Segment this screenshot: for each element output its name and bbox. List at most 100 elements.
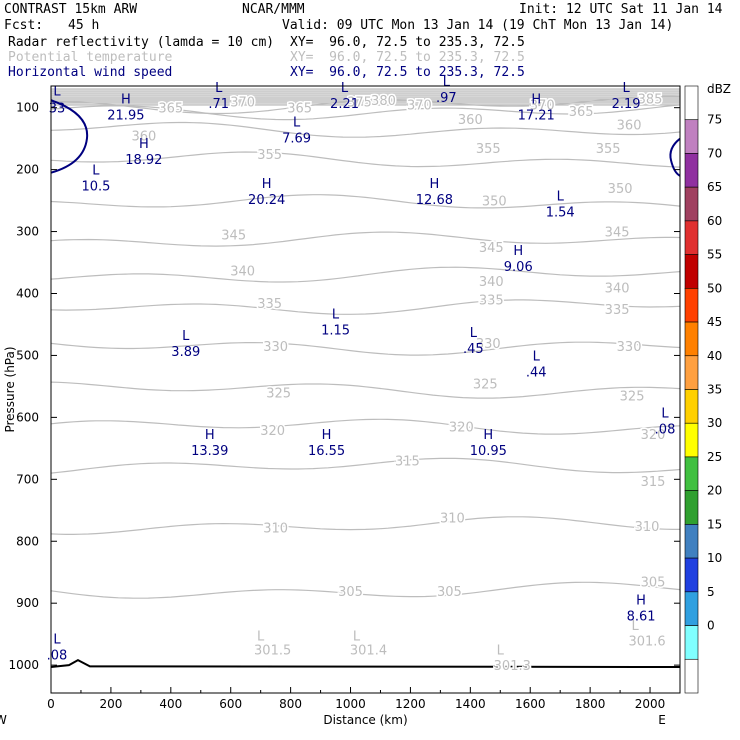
- x-tick-label: 1000: [335, 697, 366, 711]
- theta-label: 335: [479, 294, 504, 309]
- colorbar-label: 70: [707, 146, 722, 160]
- colorbar-swatch: [684, 591, 699, 626]
- y-tick-label: 100: [16, 101, 39, 115]
- x-tick-label: 400: [159, 697, 182, 711]
- theta-label: 325: [473, 377, 498, 392]
- wind-extremum-value: 1.15: [321, 323, 350, 338]
- wind-extremum-marker: L: [182, 329, 190, 344]
- theta-contour-355: [50, 151, 681, 168]
- x-tick-label: 0: [47, 697, 55, 711]
- theta-label: 301.3: [494, 659, 531, 674]
- wind-extremum-marker: H: [139, 137, 149, 152]
- colorbar-swatch: [684, 119, 699, 154]
- colorbar-label: 45: [707, 315, 722, 329]
- theta-label: 325: [620, 390, 645, 405]
- colorbar-swatch: [684, 186, 699, 222]
- theta-label: 345: [221, 229, 246, 244]
- theta-label: 325: [266, 387, 291, 402]
- colorbar-label: 10: [707, 551, 722, 565]
- theta-label: 355: [596, 142, 621, 157]
- theta-contour-325: [50, 381, 681, 399]
- wind-extremum-marker: H: [483, 428, 493, 443]
- theta-label: 340: [479, 275, 504, 290]
- theta-contour-340: [50, 266, 681, 283]
- x-tick-label: 600: [219, 697, 242, 711]
- theta-label: 301.6: [628, 634, 665, 649]
- colorbar-swatch: [684, 524, 699, 559]
- wind-extremum-value: 13.39: [191, 444, 228, 459]
- wind-extremum-marker: L: [215, 81, 223, 96]
- theta-label: 365: [158, 102, 183, 117]
- colorbar-label: 60: [707, 214, 722, 228]
- y-tick-label: 200: [16, 163, 39, 177]
- theta-label: 355: [257, 148, 282, 163]
- colorbar-swatch: [684, 321, 699, 357]
- theta-label: 320: [641, 428, 666, 443]
- wind-extremum-marker: L: [92, 164, 100, 179]
- theta-label: 355: [476, 142, 501, 157]
- theta-contour-360: [50, 121, 681, 138]
- colorbar-label: 55: [707, 248, 722, 262]
- theta-label: 360: [131, 130, 156, 145]
- theta-label: 345: [605, 226, 630, 241]
- ground-line: [50, 659, 681, 668]
- theta-contour-330: [50, 341, 681, 356]
- y-tick-label: 700: [16, 472, 39, 486]
- colorbar-label: 65: [707, 180, 722, 194]
- colorbar-swatch: [684, 557, 699, 593]
- theta-labels: 305 305 305 310 310 310 315 315 320 320 320 325 325 3…: [130, 91, 667, 676]
- colorbar-label: 50: [707, 281, 722, 295]
- theta-label: L: [353, 629, 361, 644]
- east-endpoint-label: E: [658, 713, 666, 727]
- x-tick-label: 1400: [455, 697, 486, 711]
- theta-label: 310: [635, 520, 660, 535]
- wind-extremum-value: 8.61: [627, 609, 656, 624]
- forecast-hour: 45 h: [68, 18, 100, 33]
- wind-extremum-value: 17.21: [518, 108, 555, 123]
- theta-label: 335: [605, 303, 630, 318]
- x-tick-label: 1800: [575, 697, 606, 711]
- x-tick-label: 1200: [395, 697, 426, 711]
- colorbar-label: 40: [707, 349, 722, 363]
- y-tick-label: 900: [16, 596, 39, 610]
- theta-label: L: [631, 619, 639, 634]
- wind-extremum-value: .97: [436, 91, 457, 106]
- colorbar-swatch: [684, 288, 699, 323]
- theta-label: L: [257, 629, 265, 644]
- wind-extremum-value: .08: [655, 422, 676, 437]
- wind-extremum-marker: L: [293, 115, 301, 130]
- x-axis-label: Distance (km): [323, 713, 407, 727]
- theta-label: 301.5: [254, 644, 291, 659]
- theta-label: 360: [458, 113, 483, 128]
- terrain-line: [50, 659, 681, 668]
- wind-extremum-value: 12.68: [416, 193, 453, 208]
- theta-contour-335: [50, 299, 681, 315]
- x-tick-label: 1600: [515, 697, 546, 711]
- field-reflectivity-name: Radar reflectivity (lamda = 10 cm): [8, 35, 275, 50]
- theta-contour-345: [50, 231, 681, 247]
- y-tick-label: 1000: [8, 658, 39, 672]
- wind-extremum-value: 21.95: [107, 108, 144, 123]
- wind-extremum-value: 2.19: [612, 97, 641, 112]
- colorbar-unit: dBZ: [707, 82, 731, 96]
- colorbar-label: 25: [707, 450, 722, 464]
- theta-label: 330: [263, 340, 288, 355]
- theta-contour-305: [50, 581, 681, 599]
- colorbar-label: 5: [707, 585, 715, 599]
- colorbar-swatch: [684, 658, 699, 694]
- y-tick-label: 600: [16, 410, 39, 424]
- theta-label: 335: [257, 297, 282, 312]
- theta-label: 365: [287, 102, 312, 117]
- theta-label: 301.4: [350, 644, 387, 659]
- org-label: NCAR/MMM: [242, 2, 305, 17]
- wind-extremum-value: .71: [208, 97, 229, 112]
- colorbar-label: 0: [707, 619, 715, 633]
- wind-extremum-marker: H: [513, 244, 523, 259]
- wind-extremum-value: 9.06: [504, 260, 533, 275]
- theta-label: 315: [641, 475, 666, 490]
- theta-label: L: [497, 644, 505, 659]
- colorbar-label: 20: [707, 484, 722, 498]
- wind-extremum-marker: L: [443, 75, 451, 90]
- wind-extremum-value: 3.89: [171, 345, 200, 360]
- wind-extremum-marker: L: [53, 632, 61, 647]
